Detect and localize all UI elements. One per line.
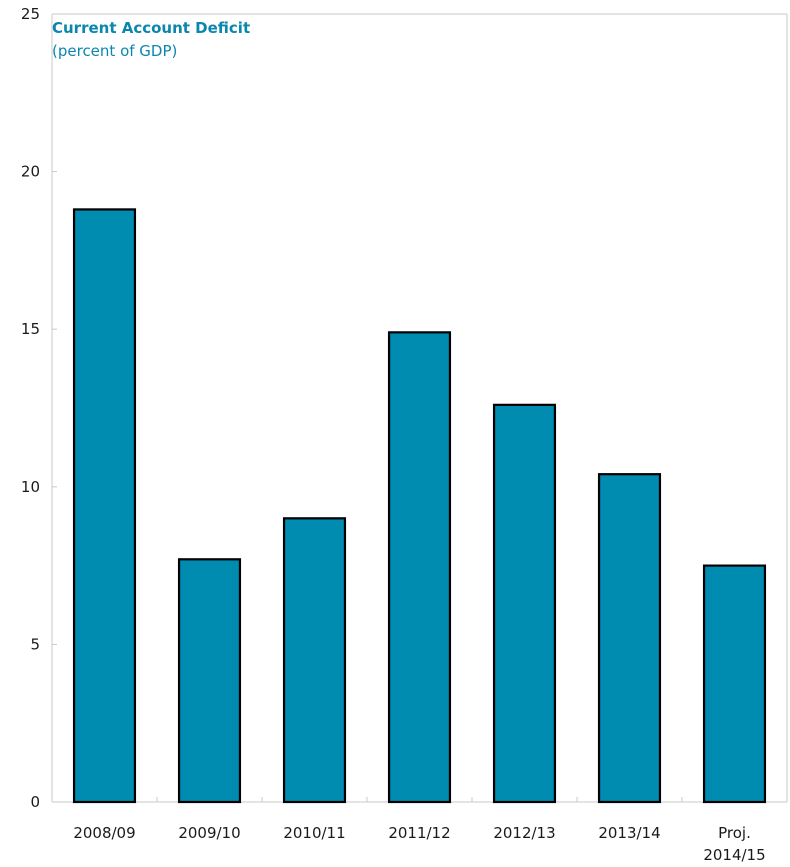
bar [177, 558, 242, 804]
bar [72, 208, 137, 804]
chart-title: Current Account Deficit [52, 19, 250, 37]
y-tick-label: 20 [21, 163, 40, 181]
y-tick-label: 15 [21, 320, 40, 338]
x-tick-label: 2012/13 [493, 824, 555, 842]
x-tick-label: 2013/14 [598, 824, 660, 842]
y-axis-ticks: 0 5 10 15 20 25 [21, 5, 57, 811]
y-tick-label: 10 [21, 478, 40, 496]
x-tick-label: 2011/12 [388, 824, 450, 842]
axes [51, 13, 788, 803]
x-tick-label: 2014/15 [703, 846, 765, 864]
x-tick-label: 2009/10 [178, 824, 240, 842]
bars [72, 208, 767, 804]
x-tick-label: 2010/11 [283, 824, 345, 842]
y-tick-label: 5 [30, 635, 40, 653]
y-tick-label: 0 [30, 793, 40, 811]
x-axis-ticks: 2008/09 2009/10 2010/11 2011/12 2012/13 2013/… [73, 797, 766, 864]
bar [282, 517, 347, 804]
x-tick-label: 2008/09 [73, 824, 135, 842]
y-tick-label: 25 [21, 5, 40, 23]
bar [702, 564, 767, 804]
bar [387, 331, 452, 804]
bar [597, 473, 662, 804]
bar [492, 403, 557, 804]
x-tick-label: Proj. [718, 824, 751, 842]
chart-subtitle: (percent of GDP) [52, 42, 177, 60]
